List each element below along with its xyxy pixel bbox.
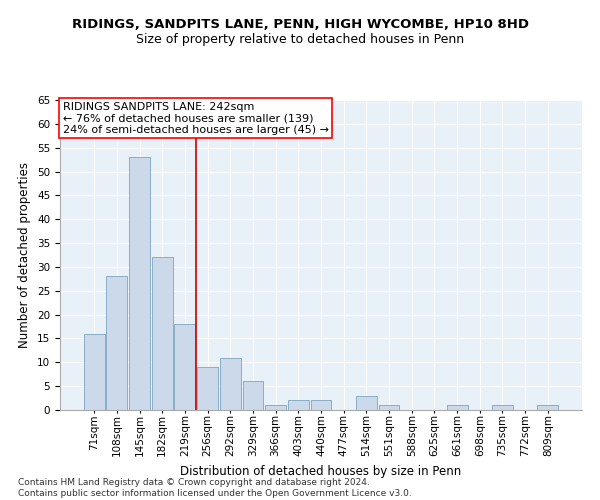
X-axis label: Distribution of detached houses by size in Penn: Distribution of detached houses by size … [181, 464, 461, 477]
Bar [538, 405, 558, 410]
Text: RIDINGS, SANDPITS LANE, PENN, HIGH WYCOMBE, HP10 8HD: RIDINGS, SANDPITS LANE, PENN, HIGH WYCOM… [71, 18, 529, 30]
Bar [311, 400, 331, 410]
Bar [446, 405, 467, 410]
Bar [175, 324, 196, 410]
Y-axis label: Number of detached properties: Number of detached properties [19, 162, 31, 348]
Bar [379, 405, 400, 410]
Bar [356, 396, 377, 410]
Bar [106, 276, 127, 410]
Bar [152, 258, 173, 410]
Bar [84, 334, 104, 410]
Bar [220, 358, 241, 410]
Bar [265, 405, 286, 410]
Text: RIDINGS SANDPITS LANE: 242sqm
← 76% of detached houses are smaller (139)
24% of : RIDINGS SANDPITS LANE: 242sqm ← 76% of d… [62, 102, 329, 134]
Bar [242, 382, 263, 410]
Bar [129, 157, 150, 410]
Bar [492, 405, 513, 410]
Text: Size of property relative to detached houses in Penn: Size of property relative to detached ho… [136, 32, 464, 46]
Text: Contains HM Land Registry data © Crown copyright and database right 2024.
Contai: Contains HM Land Registry data © Crown c… [18, 478, 412, 498]
Bar [197, 367, 218, 410]
Bar [288, 400, 309, 410]
